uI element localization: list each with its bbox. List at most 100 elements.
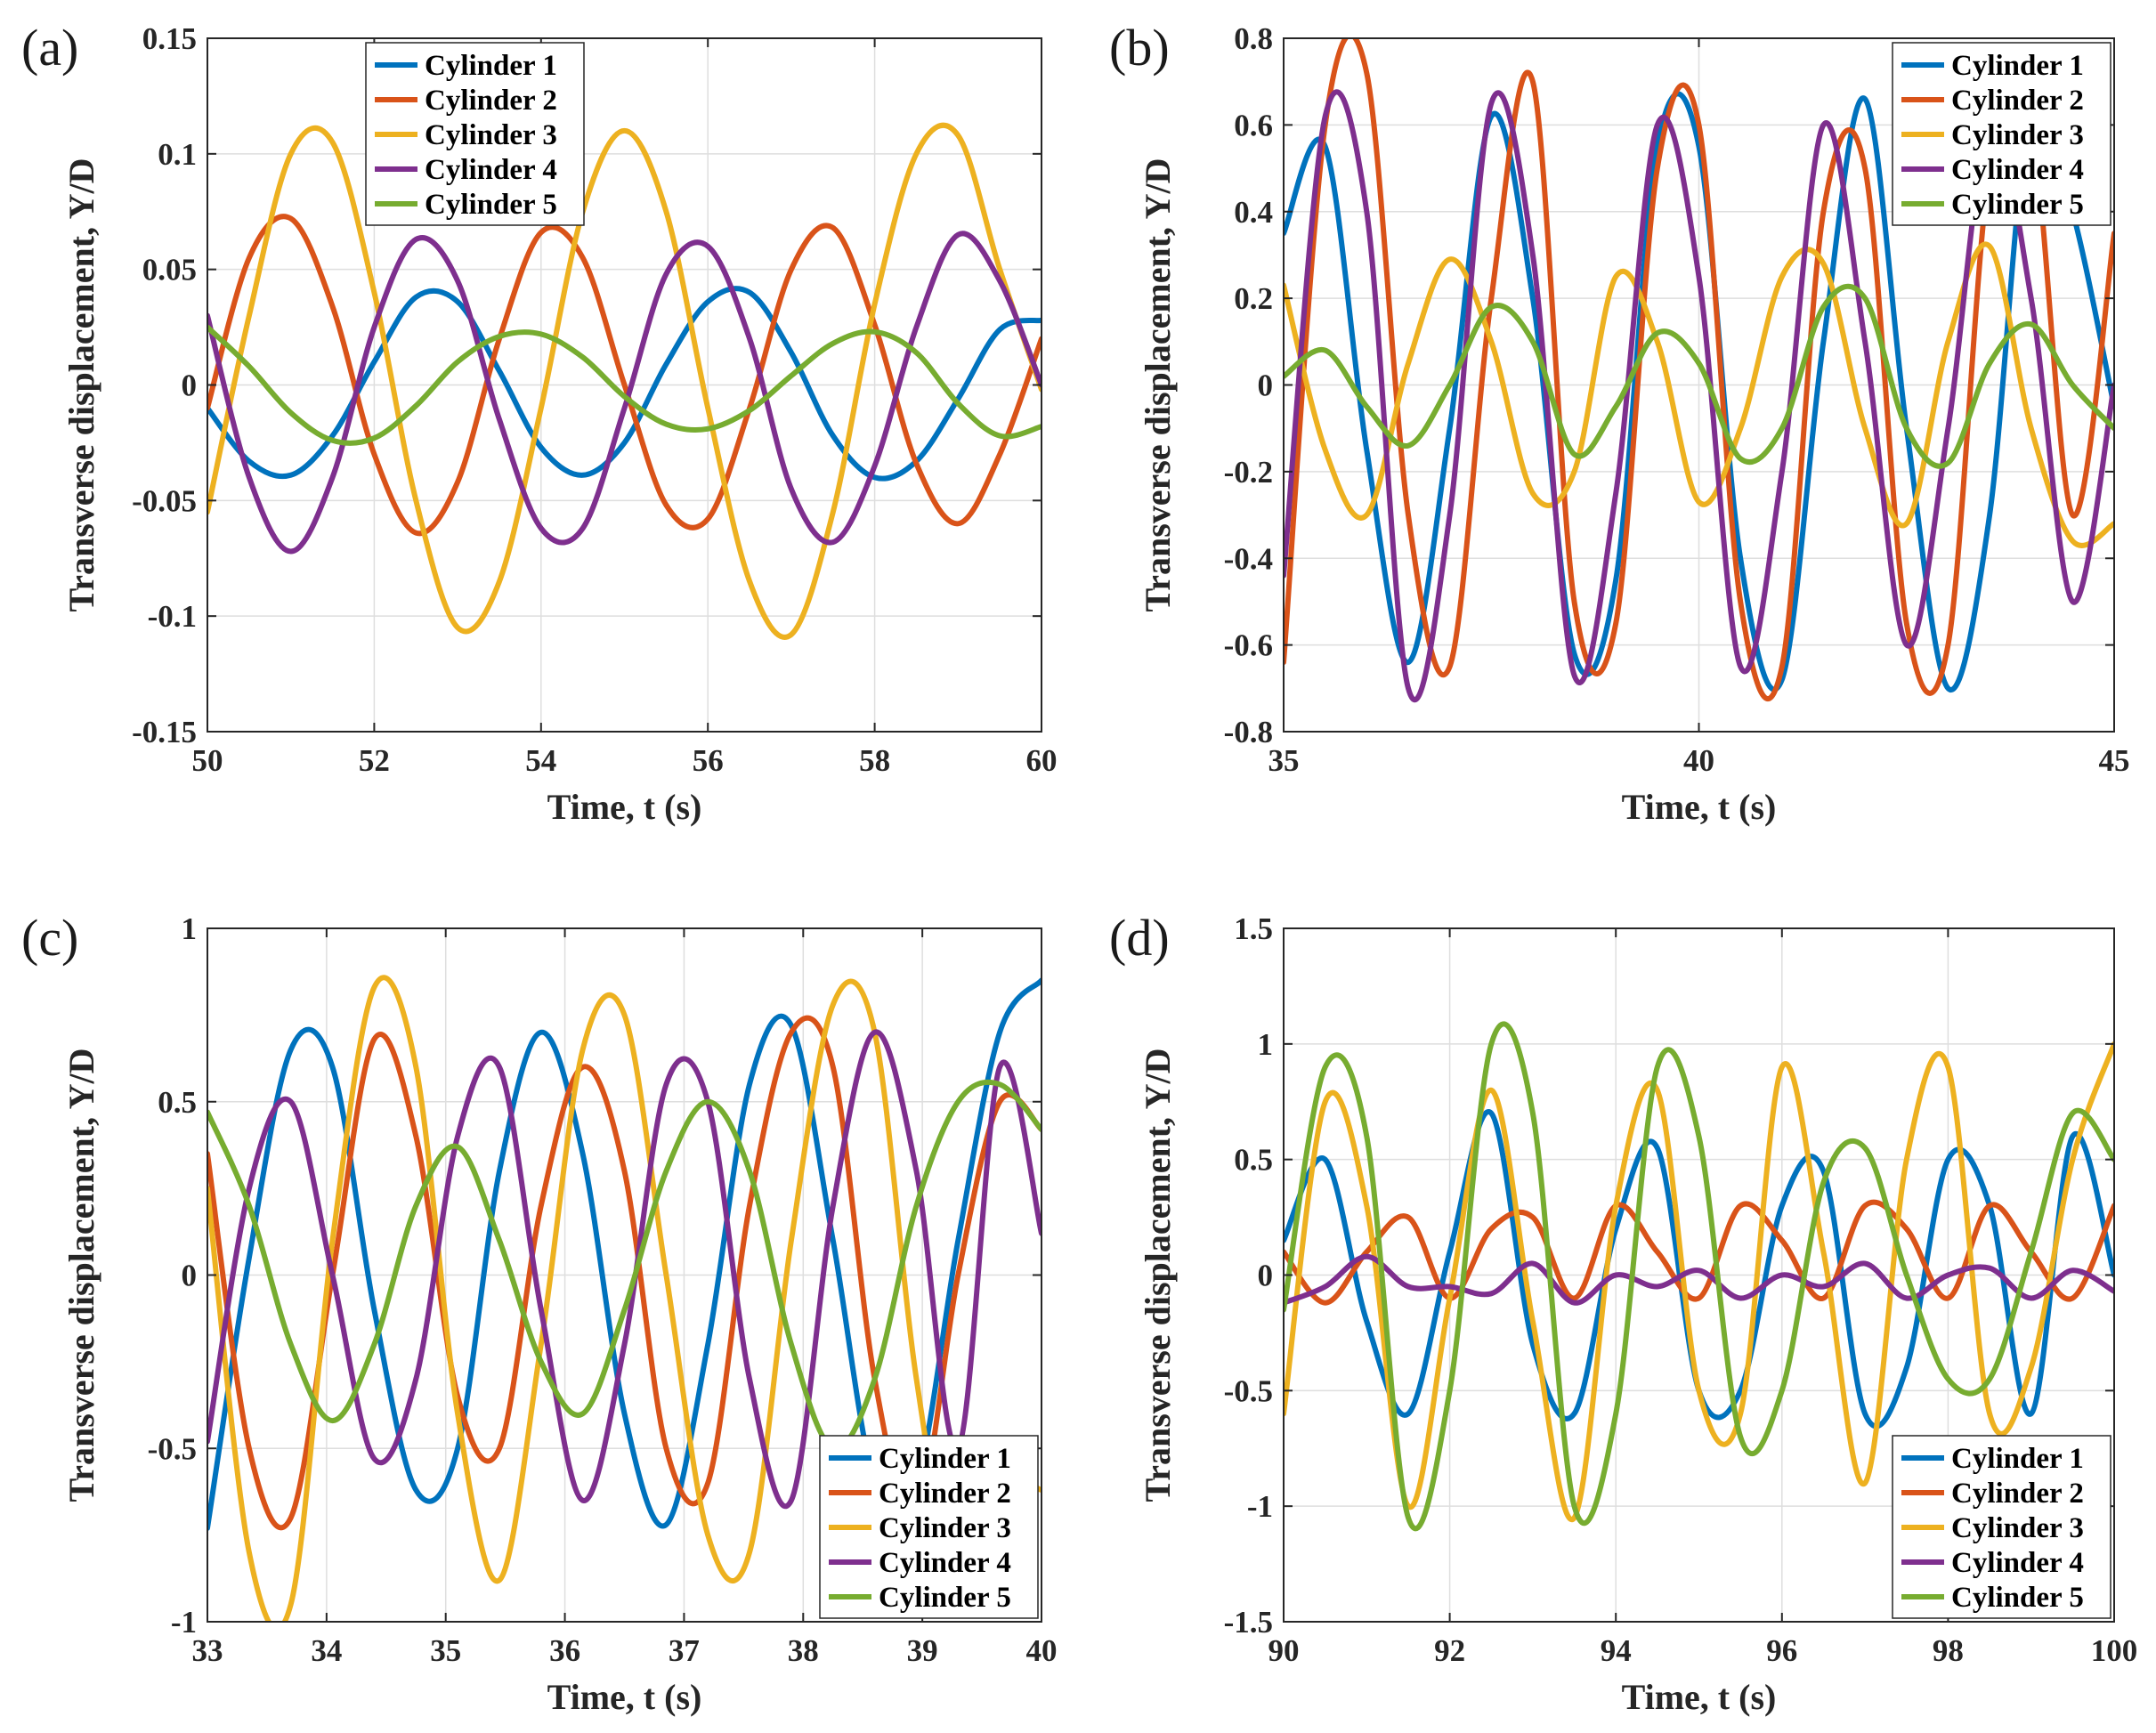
panel-d: 90 92 94 96 98 100 1.5 1 0.5 0 -0.5 -1 -1.5 Time, t (… — [1109, 909, 2137, 1717]
x-tick-label: 33 — [192, 1633, 223, 1668]
x-tick-label: 35 — [1268, 743, 1300, 778]
panel-label: (d) — [1109, 909, 1170, 967]
y-tick-label: 0 — [1258, 1259, 1274, 1293]
y-tick-label: -0.2 — [1224, 455, 1273, 490]
y-tick-label: -0.6 — [1224, 628, 1273, 663]
series-line-cylinder-3 — [207, 975, 1042, 1622]
series-line-cylinder-5 — [1284, 1021, 2114, 1532]
y-axis-title: Transverse displacement, Y/D — [1138, 158, 1178, 612]
x-axis-title: Time, t (s) — [1622, 1677, 1777, 1717]
x-tick-label: 40 — [1026, 1633, 1058, 1668]
legend-label-cylinder-2: Cylinder 2 — [1951, 1478, 2084, 1510]
x-tick-label: 60 — [1026, 743, 1058, 778]
series-line-cylinder-4 — [1284, 89, 2114, 703]
y-tick-label: 0 — [1258, 368, 1274, 403]
x-tick-label: 34 — [311, 1633, 342, 1668]
legend-label-cylinder-1: Cylinder 1 — [1951, 1443, 2084, 1475]
y-tick-label: -0.4 — [1224, 541, 1273, 576]
legend-label-cylinder-5: Cylinder 5 — [879, 1582, 1011, 1614]
y-tick-label: -0.05 — [132, 483, 197, 518]
legend-label-cylinder-2: Cylinder 2 — [425, 85, 557, 117]
legend-label-cylinder-4: Cylinder 4 — [425, 154, 557, 186]
panel-a: 50 52 54 56 58 60 0.15 0.1 0.05 0 -0.05 -0.1 -0.15 Ti… — [21, 19, 1058, 827]
x-tick-label: 35 — [430, 1633, 461, 1668]
legend-label-cylinder-3: Cylinder 3 — [879, 1512, 1011, 1544]
y-axis-title: Transverse displacement, Y/D — [1138, 1049, 1178, 1502]
legend-label-cylinder-4: Cylinder 4 — [1951, 1547, 2084, 1579]
y-tick-label: 1 — [182, 911, 198, 946]
x-tick-label: 39 — [907, 1633, 938, 1668]
legend-label-cylinder-4: Cylinder 4 — [879, 1547, 1011, 1579]
y-tick-label: 0.6 — [1234, 108, 1273, 142]
legend-label-cylinder-1: Cylinder 1 — [425, 50, 557, 82]
legend-label-cylinder-5: Cylinder 5 — [1951, 189, 2084, 221]
x-tick-label: 90 — [1268, 1633, 1300, 1668]
x-tick-label: 92 — [1434, 1633, 1465, 1668]
series-line-cylinder-4 — [1284, 1253, 2114, 1306]
y-tick-label: 0 — [182, 1259, 198, 1293]
x-tick-label: 94 — [1601, 1633, 1632, 1668]
x-tick-label: 54 — [525, 743, 556, 778]
x-tick-label: 98 — [1933, 1633, 1964, 1668]
legend-label-cylinder-2: Cylinder 2 — [879, 1478, 1011, 1510]
series-line-cylinder-4 — [207, 231, 1042, 555]
y-tick-label: -0.5 — [148, 1431, 197, 1466]
x-tick-label: 37 — [669, 1633, 700, 1668]
legend-label-cylinder-3: Cylinder 3 — [1951, 119, 2084, 151]
x-tick-label: 100 — [2091, 1633, 2138, 1668]
panel-b: 35 40 45 0.8 0.6 0.4 0.2 0 -0.2 -0.4 -0.6 -0.8 Time,… — [1109, 19, 2130, 827]
x-tick-label: 50 — [192, 743, 223, 778]
y-tick-label: 0 — [182, 368, 198, 403]
y-tick-label: 1.5 — [1234, 911, 1273, 946]
legend-label-cylinder-5: Cylinder 5 — [1951, 1582, 2084, 1614]
y-tick-label: 0.05 — [142, 253, 197, 287]
x-axis-title: Time, t (s) — [1622, 787, 1777, 827]
series-line-cylinder-3 — [1284, 241, 2114, 548]
panel-c: 33 34 35 36 37 38 39 40 1 0.5 0 -0.5 -1 Time, t (s) Tr… — [21, 909, 1058, 1717]
y-axis-title: Transverse displacement, Y/D — [61, 1049, 101, 1502]
y-axis-title: Transverse displacement, Y/D — [61, 158, 101, 612]
series-line-cylinder-5 — [1284, 283, 2114, 469]
x-tick-label: 40 — [1683, 743, 1714, 778]
y-tick-label: 1 — [1258, 1027, 1274, 1062]
legend-label-cylinder-1: Cylinder 1 — [1951, 50, 2084, 82]
x-tick-label: 36 — [549, 1633, 580, 1668]
y-tick-label: -0.15 — [132, 715, 197, 749]
y-tick-label: 0.1 — [158, 137, 197, 172]
legend-label-cylinder-1: Cylinder 1 — [879, 1443, 1011, 1475]
y-tick-label: -0.5 — [1224, 1373, 1273, 1408]
legend-label-cylinder-4: Cylinder 4 — [1951, 154, 2084, 186]
x-tick-label: 38 — [788, 1633, 819, 1668]
y-tick-label: 0.4 — [1234, 195, 1273, 230]
y-tick-label: -1 — [1247, 1489, 1273, 1524]
y-tick-label: 0.8 — [1234, 21, 1273, 56]
series-line-cylinder-5 — [207, 1079, 1042, 1452]
legend-label-cylinder-2: Cylinder 2 — [1951, 85, 2084, 117]
panel-label: (a) — [21, 19, 78, 77]
x-tick-label: 96 — [1766, 1633, 1797, 1668]
series-line-cylinder-2 — [207, 214, 1042, 537]
y-tick-label: 0.2 — [1234, 281, 1273, 316]
series-line-cylinder-5 — [207, 324, 1042, 446]
x-axis-title: Time, t (s) — [547, 1677, 702, 1717]
series-line-cylinder-4 — [207, 1029, 1042, 1510]
x-axis-title: Time, t (s) — [547, 787, 702, 827]
legend-label-cylinder-3: Cylinder 3 — [425, 119, 557, 151]
y-tick-label: -1 — [171, 1605, 197, 1640]
series-line-cylinder-2 — [1284, 38, 2114, 702]
legend-label-cylinder-3: Cylinder 3 — [1951, 1512, 2084, 1544]
panel-label: (b) — [1109, 19, 1170, 77]
panel-label: (c) — [21, 909, 78, 967]
series-line-cylinder-3 — [1284, 1041, 2114, 1523]
x-tick-label: 45 — [2099, 743, 2130, 778]
series-line-cylinder-2 — [1284, 1199, 2114, 1306]
y-tick-label: -0.8 — [1224, 715, 1273, 749]
y-tick-label: -0.1 — [148, 599, 197, 634]
y-tick-label: -1.5 — [1224, 1605, 1273, 1640]
y-tick-label: 0.15 — [142, 21, 197, 56]
series-line-cylinder-3 — [207, 122, 1042, 640]
